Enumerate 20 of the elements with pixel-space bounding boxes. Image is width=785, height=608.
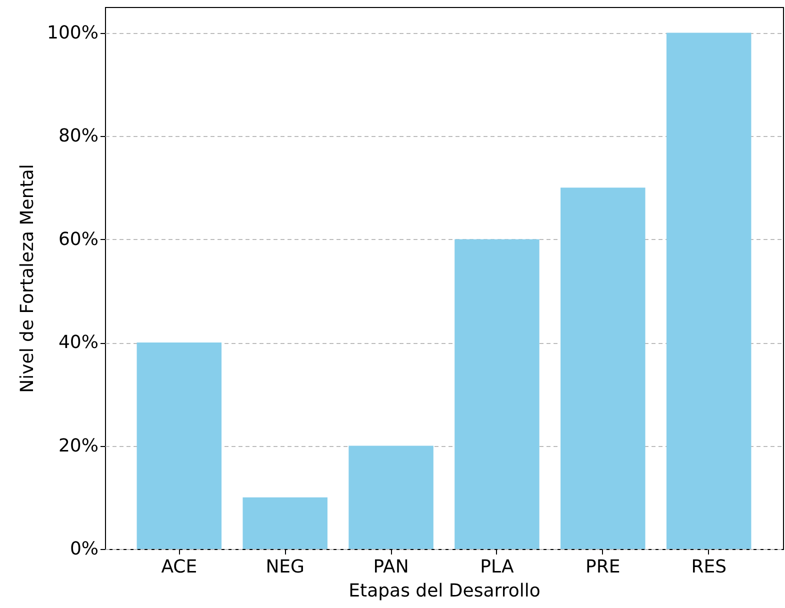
x-tick-label: NEG [266,556,304,578]
x-tick-label: PRE [586,556,620,578]
y-tick-label: 20% [58,435,98,456]
bar [560,188,646,549]
x-tick-label: ACE [161,556,198,578]
y-axis-title: Nivel de Fortaleza Mental [17,164,38,393]
x-axis-title: Etapas del Desarrollo [348,580,540,602]
bar [242,497,328,549]
bar [454,239,540,549]
bar [348,446,434,549]
x-tick-label: PLA [480,556,514,578]
y-tick-label: 40% [58,332,98,354]
x-tick-label: PAN [373,556,409,578]
y-tick-label: 100% [47,22,98,44]
y-tick-label: 60% [58,228,98,250]
y-tick-label: 80% [58,126,98,147]
bar [666,32,752,549]
bar [136,342,222,549]
y-tick-label: 0% [70,538,98,560]
x-tick-label: RES [691,556,726,578]
